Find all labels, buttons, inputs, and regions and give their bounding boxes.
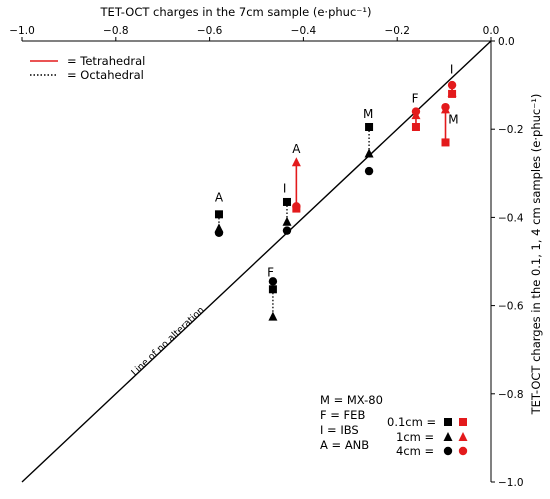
x-tick-label: −0.6 bbox=[197, 25, 223, 37]
y-tick-label: −1.0 bbox=[498, 477, 524, 489]
line-legend: = Tetrahedral = Octahedral bbox=[30, 54, 145, 82]
group-F-octahedral bbox=[268, 277, 278, 321]
marker-key-square-black bbox=[444, 418, 452, 426]
marker-triangle bbox=[364, 148, 374, 158]
marker-triangle bbox=[268, 311, 278, 321]
point-labels: A A I F M F I M bbox=[215, 63, 459, 280]
point-label: I bbox=[450, 63, 454, 77]
x-tick-label: −0.2 bbox=[384, 25, 410, 37]
group-M-octahedral bbox=[364, 122, 374, 176]
marker-key-triangle-black bbox=[443, 432, 453, 441]
x-tick-label: −0.4 bbox=[291, 25, 317, 37]
group-A-tetrahedral bbox=[291, 157, 301, 213]
marker-circle bbox=[447, 80, 457, 90]
y-tick-label: −0.6 bbox=[498, 301, 524, 313]
point-label: F bbox=[267, 266, 274, 280]
marker-key: 0.1cm = 1cm = 4cm = bbox=[387, 415, 468, 458]
y-tick-label: 0.0 bbox=[498, 36, 515, 48]
marker-circle bbox=[364, 166, 374, 176]
marker-circle bbox=[214, 228, 224, 238]
x-tick-label: −0.8 bbox=[103, 25, 129, 37]
x-tick-label: −1.0 bbox=[9, 25, 35, 37]
point-label: A bbox=[215, 191, 224, 205]
y-tick-label: −0.8 bbox=[498, 389, 524, 401]
axes: −1.0 −0.8 −0.6 −0.4 −0.2 0.00.0 −0.2 −0.4 −0.6 −0… bbox=[9, 25, 524, 489]
sample-key: M = MX-80 F = FEB I = IBS A = ANB bbox=[320, 393, 383, 452]
sample-key-ibs: I = IBS bbox=[320, 423, 359, 437]
marker-square bbox=[282, 197, 291, 206]
marker-key-4cm: 4cm = bbox=[396, 444, 434, 458]
group-F-tetrahedral bbox=[411, 107, 421, 131]
point-label: F bbox=[412, 91, 419, 105]
legend-octahedral-label: = Octahedral bbox=[67, 68, 144, 82]
x-axis-title: TET-OCT charges in the 7cm sample (e·phu… bbox=[100, 5, 372, 19]
point-label: I bbox=[283, 182, 287, 196]
marker-triangle bbox=[447, 87, 457, 97]
marker-key-circle-red bbox=[458, 446, 468, 456]
reference-line-label: Line of no alteration bbox=[129, 305, 206, 379]
marker-circle bbox=[268, 277, 278, 286]
group-M-tetrahedral bbox=[441, 102, 451, 147]
marker-square bbox=[411, 122, 420, 131]
point-label: A bbox=[292, 142, 301, 156]
y-tick-label: −0.4 bbox=[498, 212, 524, 224]
group-I-tetrahedral bbox=[447, 80, 457, 98]
marker-square bbox=[365, 122, 374, 131]
legend-tetrahedral-label: = Tetrahedral bbox=[67, 54, 145, 68]
marker-key-circle-black bbox=[443, 446, 453, 456]
marker-key-0p1cm: 0.1cm = bbox=[387, 415, 436, 429]
group-I-octahedral bbox=[282, 197, 292, 235]
data-groups bbox=[214, 80, 457, 321]
group-A-octahedral bbox=[214, 210, 224, 238]
marker-key-square-red bbox=[459, 418, 467, 426]
sample-key-feb: F = FEB bbox=[320, 408, 365, 422]
marker-circle bbox=[282, 226, 292, 235]
marker-triangle bbox=[282, 216, 292, 226]
x-tick-label: 0.0 bbox=[483, 25, 500, 37]
marker-square bbox=[441, 138, 450, 147]
marker-square bbox=[214, 210, 223, 219]
point-label: M bbox=[448, 112, 458, 126]
marker-key-triangle-red bbox=[458, 432, 468, 441]
y-axis-title: TET-OCT charges in the 0.1, 1, 4 cm samp… bbox=[529, 94, 543, 416]
y-tick-label: −0.2 bbox=[498, 124, 524, 136]
point-label: M bbox=[363, 107, 373, 121]
marker-key-1cm: 1cm = bbox=[396, 430, 434, 444]
reference-line bbox=[21, 40, 492, 483]
sample-key-mx80: M = MX-80 bbox=[320, 393, 383, 407]
sample-key-anb: A = ANB bbox=[320, 438, 369, 452]
marker-circle bbox=[441, 102, 450, 112]
marker-circle bbox=[292, 202, 301, 211]
marker-square bbox=[268, 285, 277, 294]
marker-circle bbox=[411, 107, 421, 116]
marker-triangle bbox=[291, 157, 301, 167]
